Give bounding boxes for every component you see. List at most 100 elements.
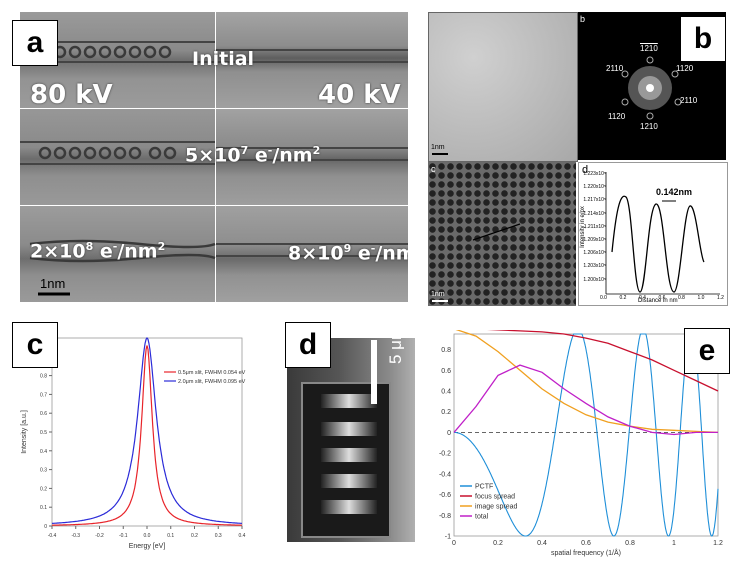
label-initial: Initial	[192, 48, 255, 70]
nanotube-overlay	[20, 41, 408, 296]
y-axis-label: Intensity [a.u.]	[21, 410, 28, 454]
x-tick-label: 0.4	[537, 540, 547, 547]
plot-frame	[453, 333, 719, 537]
legend-label-3: image spread	[475, 504, 518, 511]
fft-label-3: 1120	[676, 64, 694, 73]
fringe-3	[321, 448, 377, 462]
series-line-pctf	[454, 333, 719, 537]
scale-bar-d	[371, 340, 377, 404]
profile-ytick: 1.217x10⁵	[583, 197, 606, 204]
fft-label-6: 1210	[640, 122, 658, 131]
profile-xticks: 0.0 0.2 0.4 0.6 0.8 1.0 1.2	[600, 295, 724, 301]
y-tick-label: -0.8	[439, 513, 451, 520]
profile-ytick: 1.211x10⁵	[583, 223, 606, 230]
x-tick-label: -0.4	[48, 533, 57, 539]
fft-spot-1	[646, 56, 654, 64]
y-tick-label: 0.2	[441, 409, 451, 416]
fft-center-spot	[628, 66, 672, 110]
fft-spot-6	[646, 112, 654, 120]
filtered-lattice-image	[428, 162, 576, 306]
y-tick-label: 0.7	[40, 392, 47, 398]
fullerene-chain-1	[53, 45, 172, 59]
x-tick-label: 0.0	[144, 533, 151, 539]
label-dose-8e9: 8×109 e-/nm	[288, 242, 408, 265]
x-tick-label: -0.1	[119, 533, 128, 539]
legend-label-2: 2.0μm slit, FWHM 0.095 eV	[178, 379, 246, 385]
fringe-5	[321, 500, 377, 514]
sub-label-b: b	[580, 14, 586, 24]
panel-label-d: d	[285, 322, 331, 368]
fft-label-4: 2110	[680, 96, 698, 105]
legend-label-1: PCTF	[475, 484, 493, 491]
panel-label-c: c	[12, 322, 58, 368]
fullerene-chain-2	[38, 146, 177, 160]
y-tick-label: 0.5	[40, 430, 47, 436]
profile-ytick: 1.209x10⁵	[583, 237, 606, 244]
fft-label-2: 2110	[606, 64, 624, 73]
series-line-1	[52, 345, 242, 526]
fft-spot-3	[671, 70, 679, 78]
profile-yticks: 1.223x10⁵ 1.220x10⁵ 1.217x10⁵ 1.214x10⁵ …	[580, 168, 606, 287]
profile-xtick: 1.2	[717, 295, 724, 301]
profile-ytick: 1.203x10⁵	[583, 263, 606, 270]
x-tick-label: 0.2	[493, 540, 503, 547]
y-tick-label: 0.2	[40, 486, 47, 492]
fft-spot-5	[621, 98, 629, 106]
y-tick-label: -0.4	[439, 471, 451, 478]
panel-d	[287, 338, 415, 542]
legend-label-1: 0.5μm slit, FWHM 0.054 eV	[178, 370, 246, 376]
panel-label-b: b	[680, 16, 726, 62]
x-tick-label: -0.3	[71, 533, 80, 539]
scale-label-a: 1nm	[40, 276, 66, 291]
scale-label-b2: 1nm	[431, 291, 445, 298]
fullerene-chain-3	[29, 239, 216, 263]
x-axis-label: spatial frequency (1/Å)	[551, 548, 621, 557]
x-tick-label: -0.2	[95, 533, 104, 539]
y-tick-label: -0.2	[439, 451, 451, 458]
profile-ytick: 1.200x10⁵	[583, 276, 606, 283]
x-tick-label: 1	[672, 540, 676, 547]
profile-xtick: 0.0	[600, 295, 607, 301]
label-80kv: 80 kV	[30, 80, 113, 110]
x-tick-label: 0.2	[191, 533, 198, 539]
profile-ytick: 1.223x10⁵	[583, 171, 606, 177]
series-line-focus-spread	[486, 330, 719, 392]
y-tick-label: 0.8	[40, 374, 47, 380]
fft-spot-2	[621, 70, 629, 78]
sub-label-c: c	[431, 164, 436, 174]
profile-curve	[611, 195, 705, 293]
fringe-1	[321, 394, 377, 408]
profile-xtick: 0.4	[639, 295, 646, 301]
chart-c: -0.4 -0.3 -0.2 -0.1 0.0 0.1 0.2 0.3 0.4 0 0.1 0.2 0.…	[21, 336, 246, 550]
tem-image-40kv-initial	[216, 12, 408, 108]
fft-label-1: 1210	[640, 44, 658, 53]
y-tick-label: 0.4	[40, 449, 47, 455]
y-tick-label: 0.3	[40, 468, 47, 474]
tem-image-40kv-dose3	[216, 206, 408, 302]
legend-label-4: total	[475, 514, 489, 521]
y-tick-label: 0.6	[40, 411, 47, 417]
sub-label-d: d	[582, 164, 589, 176]
legend-label-2: focus spread	[475, 494, 515, 501]
y-tick-label: 0.8	[441, 347, 451, 354]
series-line-image-spread	[455, 330, 719, 434]
y-tick-label: 0	[44, 524, 47, 530]
fringe-4	[321, 474, 377, 488]
series-line-total	[453, 364, 718, 436]
x-axis-label: Energy [eV]	[129, 543, 166, 550]
y-tick-label: -0.6	[439, 492, 451, 499]
x-tick-label: 1.2	[713, 540, 723, 547]
panel-label-a: a	[12, 20, 58, 66]
y-tick-label: 0.1	[40, 505, 47, 511]
profile-plot-bg	[578, 162, 728, 306]
x-tick-label: 0.8	[625, 540, 635, 547]
profile-line	[472, 223, 521, 241]
x-tick-label: 0.1	[167, 533, 174, 539]
y-tick-label: -1	[445, 534, 451, 541]
label-dose-2e8: 2×108 e-/nm2	[30, 240, 166, 263]
scale-label-d: 5 μm	[386, 325, 405, 364]
label-40kv: 40 kV	[318, 80, 401, 110]
y-tick-label: 0.4	[441, 388, 451, 395]
fft-label-5: 1120	[608, 112, 626, 121]
plot-frame	[51, 337, 243, 527]
